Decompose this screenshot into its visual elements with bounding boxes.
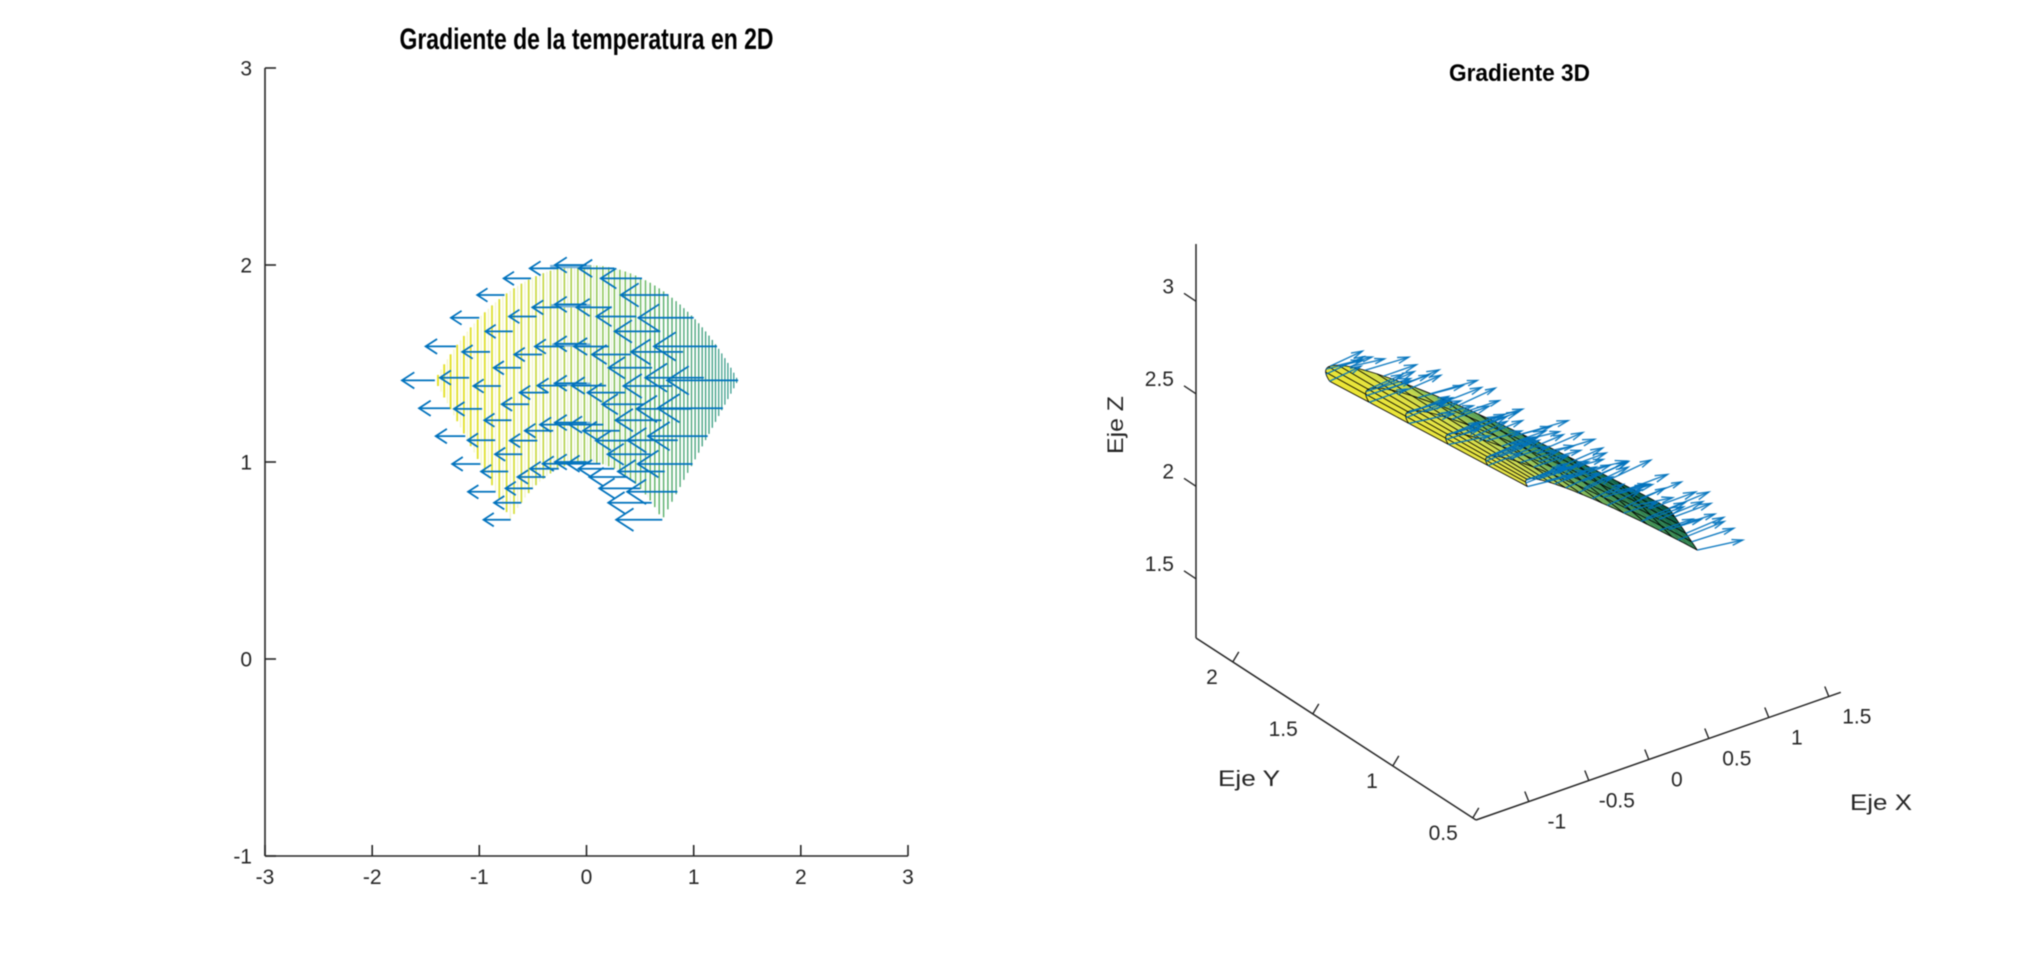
svg-text:3: 3 bbox=[240, 58, 252, 81]
svg-text:1.5: 1.5 bbox=[1145, 553, 1174, 576]
svg-text:Gradiente de la temperatura en: Gradiente de la temperatura en 2D bbox=[400, 23, 774, 56]
svg-text:-1: -1 bbox=[470, 866, 489, 889]
svg-text:3: 3 bbox=[1162, 275, 1174, 298]
svg-text:0: 0 bbox=[1671, 769, 1683, 792]
svg-text:1.5: 1.5 bbox=[1269, 718, 1298, 741]
svg-text:2: 2 bbox=[240, 255, 252, 278]
svg-text:1: 1 bbox=[1366, 770, 1378, 793]
svg-text:2: 2 bbox=[1206, 666, 1218, 689]
svg-text:Eje Z: Eje Z bbox=[1103, 396, 1128, 454]
svg-text:1: 1 bbox=[1791, 727, 1803, 750]
svg-text:Eje Y: Eje Y bbox=[1218, 766, 1280, 791]
svg-text:2.5: 2.5 bbox=[1145, 368, 1174, 391]
svg-text:0: 0 bbox=[240, 649, 252, 672]
svg-text:-1: -1 bbox=[233, 846, 252, 869]
svg-text:Eje X: Eje X bbox=[1850, 790, 1912, 815]
svg-text:-1: -1 bbox=[1547, 811, 1566, 834]
svg-text:2: 2 bbox=[1162, 460, 1174, 483]
svg-text:-2: -2 bbox=[363, 866, 382, 889]
svg-text:0.5: 0.5 bbox=[1722, 748, 1751, 771]
svg-text:1: 1 bbox=[688, 866, 700, 889]
svg-text:0: 0 bbox=[581, 866, 593, 889]
svg-text:2: 2 bbox=[795, 866, 807, 889]
svg-text:-0.5: -0.5 bbox=[1599, 790, 1635, 813]
svg-text:3: 3 bbox=[902, 866, 914, 889]
svg-text:0.5: 0.5 bbox=[1429, 822, 1458, 845]
svg-text:-3: -3 bbox=[256, 866, 275, 889]
svg-text:Gradiente 3D: Gradiente 3D bbox=[1449, 61, 1590, 87]
svg-text:1.5: 1.5 bbox=[1842, 706, 1871, 729]
svg-text:1: 1 bbox=[240, 452, 252, 475]
